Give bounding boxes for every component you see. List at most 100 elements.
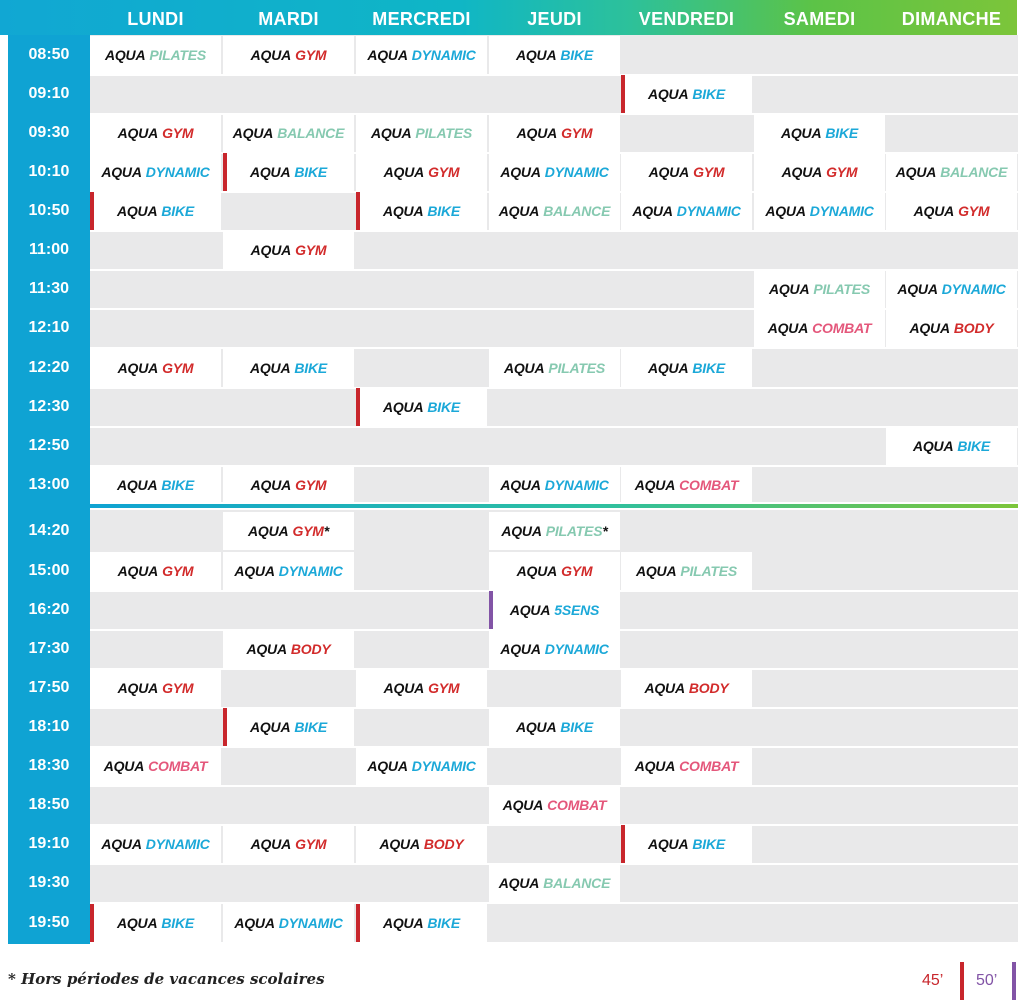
school-holiday-star: * (602, 523, 608, 539)
aqua-label: AQUA (246, 641, 287, 657)
aqua-label: AQUA (383, 164, 425, 180)
day-header: DIMANCHE (901, 9, 1002, 29)
day-header: MERCREDI (372, 9, 471, 29)
class-cell: AQUA COMBAT (621, 466, 752, 504)
aqua-label: AQUA (250, 477, 292, 493)
class-cell: AQUA DYNAMIC (223, 552, 354, 590)
aqua-label: AQUA (648, 164, 690, 180)
aqua-label: AQUA (635, 563, 677, 579)
class-name: BIKE (825, 125, 859, 141)
class-name: PILATES (680, 563, 738, 579)
class-cell: AQUA PILATES * (489, 512, 620, 550)
time-label: 17:30 (28, 640, 70, 657)
class-name: DYNAMIC (278, 915, 343, 931)
separator-line (90, 504, 1018, 508)
class-cell: AQUA GYM (886, 192, 1017, 230)
class-cell: AQUA BIKE (886, 427, 1017, 465)
class-name: GYM (428, 164, 460, 180)
class-name: DYNAMIC (411, 758, 476, 774)
class-cell: AQUA DYNAMIC (223, 904, 354, 942)
aqua-label: AQUA (116, 477, 158, 493)
aqua-label: AQUA (516, 563, 558, 579)
aqua-label: AQUA (897, 281, 938, 297)
duration-marker (489, 591, 493, 629)
duration-marker (356, 192, 360, 230)
aqua-label: AQUA (634, 758, 676, 774)
aqua-label: AQUA (382, 915, 424, 931)
class-cell: AQUA DYNAMIC (356, 747, 487, 785)
class-name: DYNAMIC (278, 563, 343, 579)
class-name: BODY (953, 320, 994, 336)
aqua-label: AQUA (509, 602, 551, 618)
row-divider (90, 347, 1018, 349)
day-header: JEUDI (527, 9, 582, 29)
aqua-label: AQUA (895, 164, 937, 180)
class-cell: AQUA GYM (90, 349, 221, 387)
class-cell: AQUA BALANCE (886, 153, 1017, 191)
row-divider (90, 230, 1018, 232)
class-name: DYNAMIC (809, 203, 874, 219)
aqua-label: AQUA (500, 477, 541, 493)
legend-50-label: 50’ (976, 972, 998, 989)
aqua-label: AQUA (250, 836, 292, 852)
aqua-label: AQUA (367, 758, 408, 774)
class-cell: AQUA PILATES (621, 552, 752, 590)
aqua-label: AQUA (234, 563, 275, 579)
aqua-label: AQUA (234, 915, 275, 931)
class-name: BALANCE (543, 203, 611, 219)
row-divider (90, 308, 1018, 310)
aqua-label: AQUA (768, 281, 810, 297)
class-cell: AQUA DYNAMIC (489, 153, 620, 191)
class-cell: AQUA DYNAMIC (489, 630, 620, 668)
aqua-label: AQUA (232, 125, 274, 141)
aqua-label: AQUA (379, 836, 420, 852)
class-name: BIKE (294, 360, 328, 376)
legend-45-marker (960, 962, 964, 1000)
aqua-label: AQUA (383, 680, 425, 696)
class-name: BODY (423, 836, 464, 852)
aqua-label: AQUA (909, 320, 950, 336)
class-cell: AQUA DYNAMIC (754, 192, 885, 230)
row-divider (90, 74, 1018, 76)
class-cell: AQUA COMBAT (754, 309, 885, 347)
class-cell: AQUA BIKE (489, 36, 620, 74)
class-name: GYM (295, 47, 327, 63)
class-name: BIKE (692, 360, 726, 376)
class-name: PILATES (548, 360, 606, 376)
aqua-label: AQUA (367, 47, 408, 63)
class-name: GYM (162, 680, 194, 696)
class-cell: AQUA BIKE (223, 708, 354, 746)
class-name: PILATES (545, 523, 603, 539)
class-cell: AQUA BALANCE (489, 864, 620, 902)
aqua-label: AQUA (250, 242, 292, 258)
aqua-label: AQUA (781, 164, 823, 180)
aqua-label: AQUA (249, 360, 291, 376)
class-name: GYM (561, 563, 593, 579)
class-name: GYM (428, 680, 460, 696)
time-label: 19:50 (28, 914, 70, 931)
time-label: 14:20 (28, 522, 70, 539)
aqua-label: AQUA (101, 164, 142, 180)
class-name: 5SENS (554, 602, 600, 618)
class-name: BALANCE (543, 875, 611, 891)
aqua-label: AQUA (913, 203, 955, 219)
duration-marker (621, 75, 625, 113)
aqua-label: AQUA (117, 360, 159, 376)
time-label: 18:10 (28, 718, 70, 735)
class-cell: AQUA BIKE (90, 466, 221, 504)
time-label: 08:50 (28, 46, 70, 63)
aqua-label: AQUA (101, 836, 142, 852)
aqua-label: AQUA (249, 719, 291, 735)
aqua-label: AQUA (515, 47, 557, 63)
duration-marker (223, 708, 227, 746)
class-cell: AQUA BALANCE (489, 192, 620, 230)
time-label: 09:10 (28, 85, 70, 102)
class-cell: AQUA PILATES (754, 270, 885, 308)
class-name: BIKE (294, 719, 328, 735)
class-name: GYM (958, 203, 990, 219)
time-label: 19:30 (28, 874, 70, 891)
aqua-label: AQUA (503, 360, 545, 376)
time-label: 18:50 (28, 796, 70, 813)
class-name: GYM (826, 164, 858, 180)
row-divider (90, 269, 1018, 271)
